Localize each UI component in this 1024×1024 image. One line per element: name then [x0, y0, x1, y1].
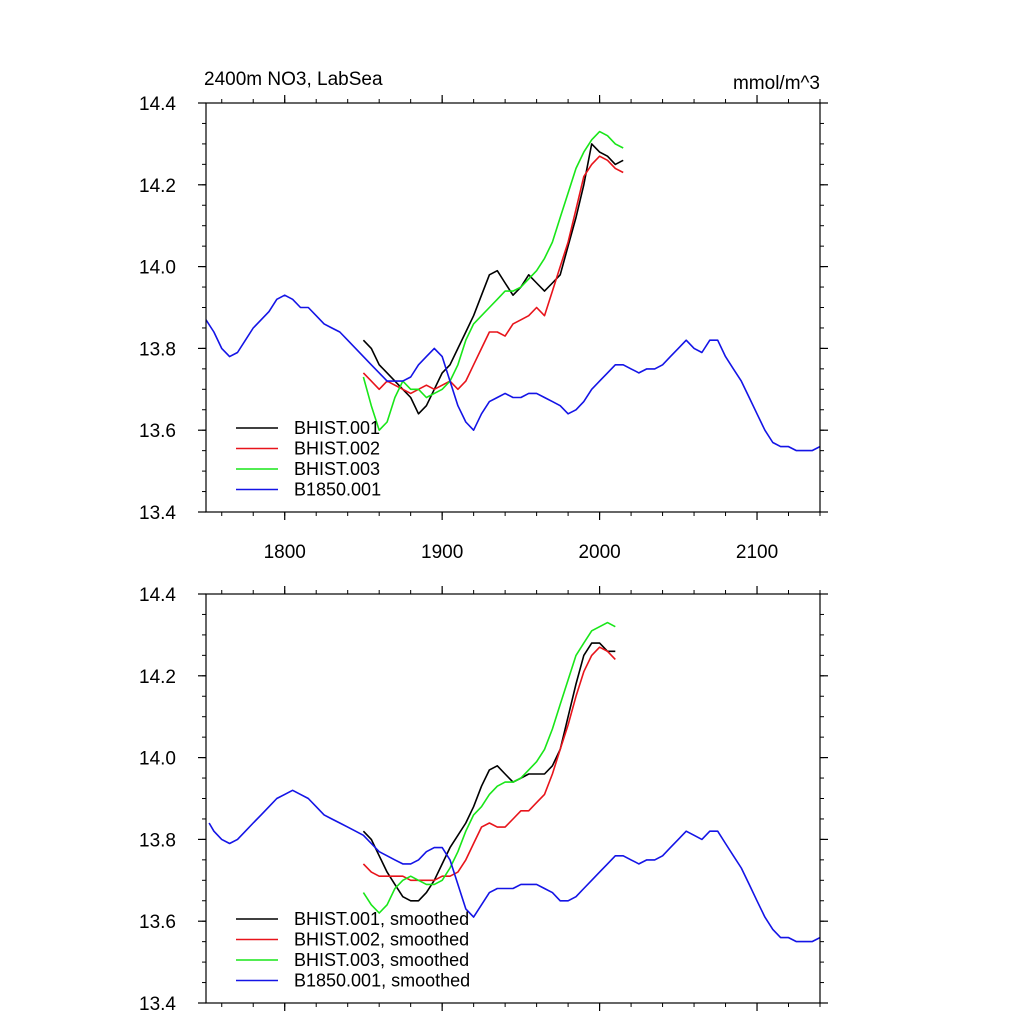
series-line-0: [362, 143, 624, 415]
series-line-0: [362, 642, 616, 902]
chart-units: mmol/m^3: [733, 73, 820, 94]
y-tick-label: 13.8: [139, 830, 176, 851]
legend-label-0: BHIST.001, smoothed: [294, 909, 469, 929]
y-tick-label: 13.8: [139, 339, 176, 360]
legend-label-3: B1850.001, smoothed: [294, 971, 470, 991]
bottom-panel: 13.4 13.6 13.8 14.0 14.2 14.4 BHIST.001, smoot…: [139, 585, 828, 1015]
legend-label-2: BHIST.003, smoothed: [294, 950, 469, 970]
series-lines: [206, 130, 820, 452]
x-tick-label: 1800: [264, 542, 306, 563]
y-tick-label: 14.2: [139, 176, 176, 197]
y-tick-label: 13.6: [139, 421, 176, 442]
y-tick-label: 14.0: [139, 258, 176, 279]
series-line-2: [362, 621, 616, 914]
chart-title: 2400m NO3, LabSea: [204, 69, 383, 90]
legend-label-3: B1850.001: [294, 480, 381, 500]
y-tick-label: 13.4: [139, 994, 176, 1015]
y-tick-label: 14.4: [139, 585, 176, 606]
y-tick-label: 14.0: [139, 749, 176, 770]
y-tick-label: 14.4: [139, 94, 176, 115]
series-line-3: [208, 789, 820, 943]
legend-label-1: BHIST.002: [294, 439, 380, 459]
y-tick-label: 14.2: [139, 667, 176, 688]
x-tick-label: 2100: [736, 542, 778, 563]
series-line-2: [362, 130, 624, 432]
series-lines: [208, 621, 820, 943]
series-line-1: [362, 155, 624, 395]
top-panel: 13.4 13.6 13.8 14.0 14.2 14.4 1800 1900 2000 2100…: [139, 69, 828, 563]
legend-label-2: BHIST.003: [294, 459, 380, 479]
y-tick-label: 13.4: [139, 503, 176, 524]
legend-label-0: BHIST.001: [294, 418, 380, 438]
legend-label-1: BHIST.002, smoothed: [294, 930, 469, 950]
series-line-3: [206, 294, 820, 452]
x-tick-label: 2000: [578, 542, 620, 563]
series-line-1: [362, 646, 616, 882]
y-tick-label: 13.6: [139, 912, 176, 933]
x-tick-label: 1900: [421, 542, 463, 563]
